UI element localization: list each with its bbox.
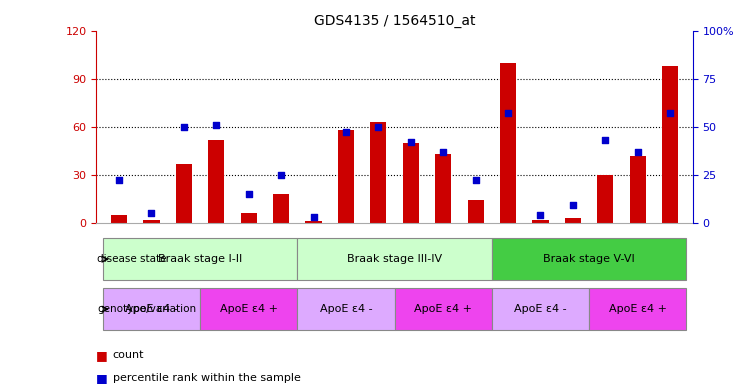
Point (470, 177, 482, 184)
Point (599, 137, 611, 143)
Bar (435, 154, 451, 223)
Bar (402, 143, 419, 223)
Point (243, 191, 255, 197)
Bar (662, 66, 678, 223)
Point (210, 122, 222, 128)
Text: Braak stage I-II: Braak stage I-II (158, 254, 242, 264)
Bar (500, 63, 516, 223)
Point (113, 177, 125, 184)
Bar (492, 238, 686, 280)
Text: ApoE ε4 -: ApoE ε4 - (125, 304, 178, 314)
Text: Braak stage V-VI: Braak stage V-VI (543, 254, 635, 264)
Point (567, 202, 579, 209)
Bar (338, 130, 354, 223)
Point (437, 149, 449, 155)
Text: Braak stage III-IV: Braak stage III-IV (347, 254, 442, 264)
Text: percentile rank within the sample: percentile rank within the sample (113, 373, 301, 383)
Bar (532, 220, 548, 223)
Point (308, 214, 319, 220)
Text: genotype/variation: genotype/variation (97, 304, 196, 314)
Bar (589, 288, 686, 330)
Bar (241, 213, 257, 223)
Bar (305, 221, 322, 223)
Point (373, 124, 385, 130)
Bar (468, 200, 484, 223)
Bar (176, 164, 192, 223)
Text: ■: ■ (96, 349, 112, 362)
Bar (103, 238, 297, 280)
Point (664, 110, 676, 116)
Text: ■: ■ (96, 372, 112, 384)
Text: disease state: disease state (97, 254, 167, 264)
Text: ApoE ε4 +: ApoE ε4 + (414, 304, 472, 314)
Bar (395, 288, 492, 330)
Bar (200, 288, 297, 330)
Point (534, 212, 546, 218)
Bar (297, 288, 395, 330)
Bar (208, 139, 225, 223)
Bar (630, 156, 646, 223)
Bar (565, 218, 581, 223)
Bar (370, 122, 387, 223)
Point (502, 110, 514, 116)
Point (178, 124, 190, 130)
Bar (492, 288, 589, 330)
Point (340, 129, 352, 136)
Bar (597, 175, 614, 223)
Text: ApoE ε4 -: ApoE ε4 - (514, 304, 567, 314)
Title: GDS4135 / 1564510_at: GDS4135 / 1564510_at (314, 14, 475, 28)
Point (145, 210, 157, 216)
Bar (111, 215, 127, 223)
Text: ApoE ε4 +: ApoE ε4 + (608, 304, 667, 314)
Bar (297, 238, 492, 280)
Bar (273, 194, 289, 223)
Point (275, 172, 287, 178)
Text: ApoE ε4 -: ApoE ε4 - (319, 304, 372, 314)
Bar (143, 220, 159, 223)
Bar (103, 288, 200, 330)
Point (405, 139, 416, 145)
Point (632, 149, 644, 155)
Text: ApoE ε4 +: ApoE ε4 + (219, 304, 278, 314)
Text: count: count (113, 350, 144, 360)
